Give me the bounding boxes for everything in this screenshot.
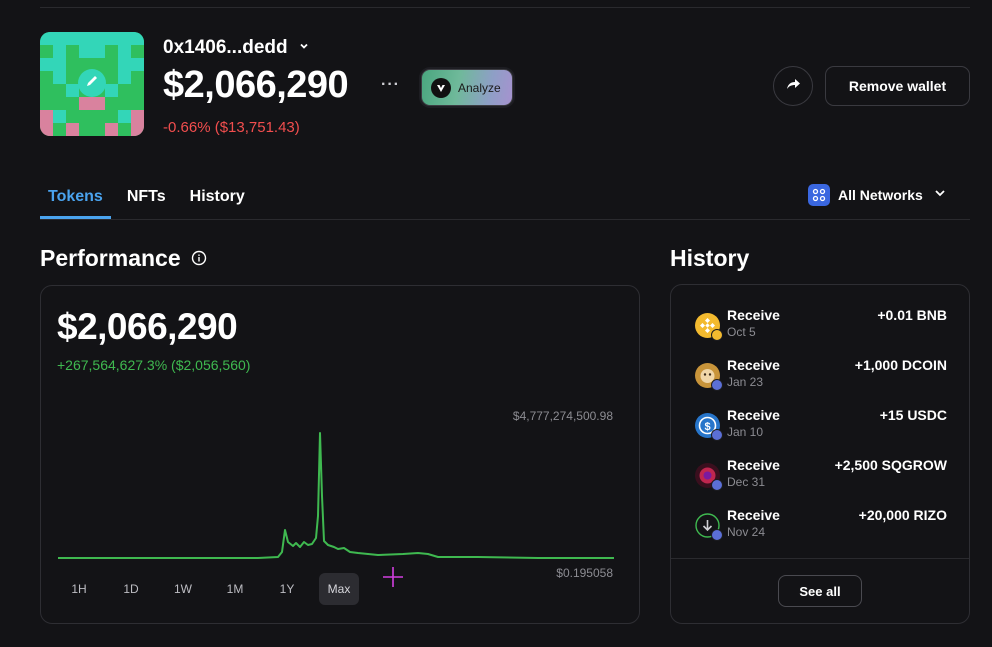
- tabs-divider: [40, 219, 970, 220]
- more-options-button[interactable]: ···: [381, 76, 400, 93]
- history-type: Receive: [727, 407, 780, 423]
- analyze-button[interactable]: Analyze: [421, 69, 513, 106]
- performance-change: +267,564,627.3% ($2,056,560): [57, 357, 251, 373]
- chart-max-label: $4,777,274,500.98: [512, 409, 613, 423]
- chain-badge-icon: [711, 329, 723, 341]
- range-1m[interactable]: 1M: [226, 582, 244, 596]
- history-amount: +15 USDC: [879, 407, 947, 423]
- chain-badge-icon: [711, 479, 723, 491]
- range-1d[interactable]: 1D: [123, 582, 139, 596]
- chain-badge-icon: [711, 429, 723, 441]
- info-icon[interactable]: [191, 245, 207, 272]
- history-card: Receive Oct 5 +0.01 BNB Receive Jan 23 +…: [670, 284, 970, 624]
- chevron-down-icon: [298, 39, 310, 57]
- history-amount: +0.01 BNB: [877, 307, 947, 323]
- history-item[interactable]: Receive Jan 23 +1,000 DCOIN: [695, 357, 947, 397]
- range-1h[interactable]: 1H: [71, 582, 87, 596]
- history-date: Oct 5: [727, 325, 756, 339]
- history-type: Receive: [727, 307, 780, 323]
- share-button[interactable]: [773, 66, 813, 106]
- tab-bar: Tokens NFTs History: [40, 186, 253, 219]
- edit-avatar-button[interactable]: [78, 69, 106, 97]
- history-date: Nov 24: [727, 525, 766, 539]
- network-selector[interactable]: All Networks: [808, 184, 947, 206]
- chain-badge-icon: [711, 529, 723, 541]
- analyze-label: Analyze: [458, 80, 501, 95]
- wallet-balance: $2,066,290: [163, 64, 349, 106]
- history-title: History: [670, 245, 750, 271]
- history-item[interactable]: Receive Nov 24 +20,000 RIZO: [695, 507, 947, 547]
- networks-label: All Networks: [838, 187, 923, 203]
- balance-change: -0.66% ($13,751.43): [163, 119, 300, 136]
- time-range-selector: 1H 1D 1W 1M 1Y Max: [59, 573, 359, 605]
- chart-min-label: $0.195058: [556, 566, 613, 580]
- chevron-down-icon: [933, 186, 947, 205]
- range-1y[interactable]: 1Y: [279, 582, 295, 596]
- history-amount: +2,500 SQGROW: [834, 457, 947, 473]
- history-item[interactable]: $ Receive Jan 10 +15 USDC: [695, 407, 947, 447]
- tab-tokens[interactable]: Tokens: [40, 186, 111, 219]
- performance-line: [58, 432, 614, 559]
- analyze-logo-icon: [431, 77, 451, 98]
- history-item[interactable]: Receive Oct 5 +0.01 BNB: [695, 307, 947, 347]
- see-all-button[interactable]: See all: [778, 575, 862, 607]
- networks-icon: [808, 184, 830, 206]
- crosshair-cursor-icon: [382, 566, 404, 593]
- pencil-icon: [85, 74, 99, 93]
- performance-value: $2,066,290: [57, 306, 238, 347]
- tab-history[interactable]: History: [189, 188, 245, 205]
- svg-text:$: $: [704, 421, 710, 433]
- wallet-avatar: [40, 32, 144, 136]
- history-type: Receive: [727, 357, 780, 373]
- history-amount: +1,000 DCOIN: [854, 357, 947, 373]
- wallet-address-dropdown[interactable]: 0x1406...dedd: [163, 37, 310, 59]
- range-max[interactable]: Max: [319, 573, 359, 605]
- performance-card: $2,066,290 +267,564,627.3% ($2,056,560) …: [40, 285, 640, 624]
- history-type: Receive: [727, 507, 780, 523]
- top-divider: [40, 7, 970, 8]
- history-type: Receive: [727, 457, 780, 473]
- share-icon: [784, 75, 802, 98]
- history-date: Jan 10: [727, 425, 764, 439]
- performance-heading: Performance: [40, 245, 207, 272]
- history-item[interactable]: Receive Dec 31 +2,500 SQGROW: [695, 457, 947, 497]
- history-amount: +20,000 RIZO: [858, 507, 947, 523]
- performance-chart[interactable]: [58, 426, 614, 566]
- wallet-address: 0x1406...dedd: [163, 37, 288, 58]
- remove-wallet-button[interactable]: Remove wallet: [825, 66, 970, 106]
- performance-title: Performance: [40, 245, 181, 271]
- range-1w[interactable]: 1W: [174, 582, 192, 596]
- history-divider: [671, 558, 969, 559]
- history-date: Dec 31: [727, 475, 766, 489]
- history-date: Jan 23: [727, 375, 764, 389]
- tab-nfts[interactable]: NFTs: [126, 188, 166, 205]
- chain-badge-icon: [711, 379, 723, 391]
